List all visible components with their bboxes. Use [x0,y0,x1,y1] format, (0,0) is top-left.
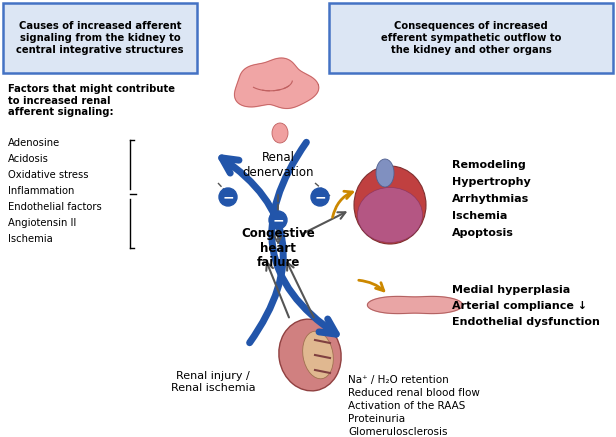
Text: Oxidative stress: Oxidative stress [8,170,89,180]
Text: Renal injury /
Renal ischemia: Renal injury / Renal ischemia [171,371,255,393]
FancyBboxPatch shape [329,3,613,73]
Text: Adenosine: Adenosine [8,138,60,148]
Text: Glomerulosclerosis: Glomerulosclerosis [348,427,447,437]
Text: Reduced renal blood flow: Reduced renal blood flow [348,388,480,398]
Polygon shape [368,296,463,314]
Text: Angiotensin II: Angiotensin II [8,218,76,228]
Text: Ischemia: Ischemia [8,234,53,244]
Text: −: − [222,191,234,205]
Text: −: − [272,214,284,228]
Text: Endothelial factors: Endothelial factors [8,202,102,212]
Circle shape [269,211,287,229]
Text: −: − [314,191,326,205]
Text: Ischemia: Ischemia [452,211,508,221]
Text: Congestive
heart
failure: Congestive heart failure [241,226,315,270]
Ellipse shape [357,187,423,243]
Text: Hypertrophy: Hypertrophy [452,177,531,187]
Ellipse shape [354,166,426,244]
Text: Apoptosis: Apoptosis [452,228,514,238]
Text: Causes of increased afferent
signaling from the kidney to
central integrative st: Causes of increased afferent signaling f… [16,21,184,55]
Text: Inflammation: Inflammation [8,186,75,196]
Text: Renal
denervation: Renal denervation [242,151,314,179]
Ellipse shape [272,123,288,143]
Text: Consequences of increased
efferent sympathetic outflow to
the kidney and other o: Consequences of increased efferent sympa… [381,21,561,55]
Text: Proteinuria: Proteinuria [348,414,405,424]
FancyBboxPatch shape [3,3,197,73]
Text: Remodeling: Remodeling [452,160,525,170]
Polygon shape [235,58,318,108]
Ellipse shape [376,159,394,187]
Text: Acidosis: Acidosis [8,154,49,164]
Text: Factors that might contribute
to increased renal
afferent signaling:: Factors that might contribute to increas… [8,84,175,117]
Circle shape [219,188,237,206]
Text: Medial hyperplasia: Medial hyperplasia [452,285,570,295]
Text: Activation of the RAAS: Activation of the RAAS [348,401,465,411]
Ellipse shape [279,319,341,391]
Text: Arrhythmias: Arrhythmias [452,194,529,204]
Text: Na⁺ / H₂O retention: Na⁺ / H₂O retention [348,375,448,385]
Circle shape [311,188,329,206]
Text: Endothelial dysfunction: Endothelial dysfunction [452,317,600,327]
Ellipse shape [302,331,333,379]
Text: Arterial compliance ↓: Arterial compliance ↓ [452,301,587,311]
